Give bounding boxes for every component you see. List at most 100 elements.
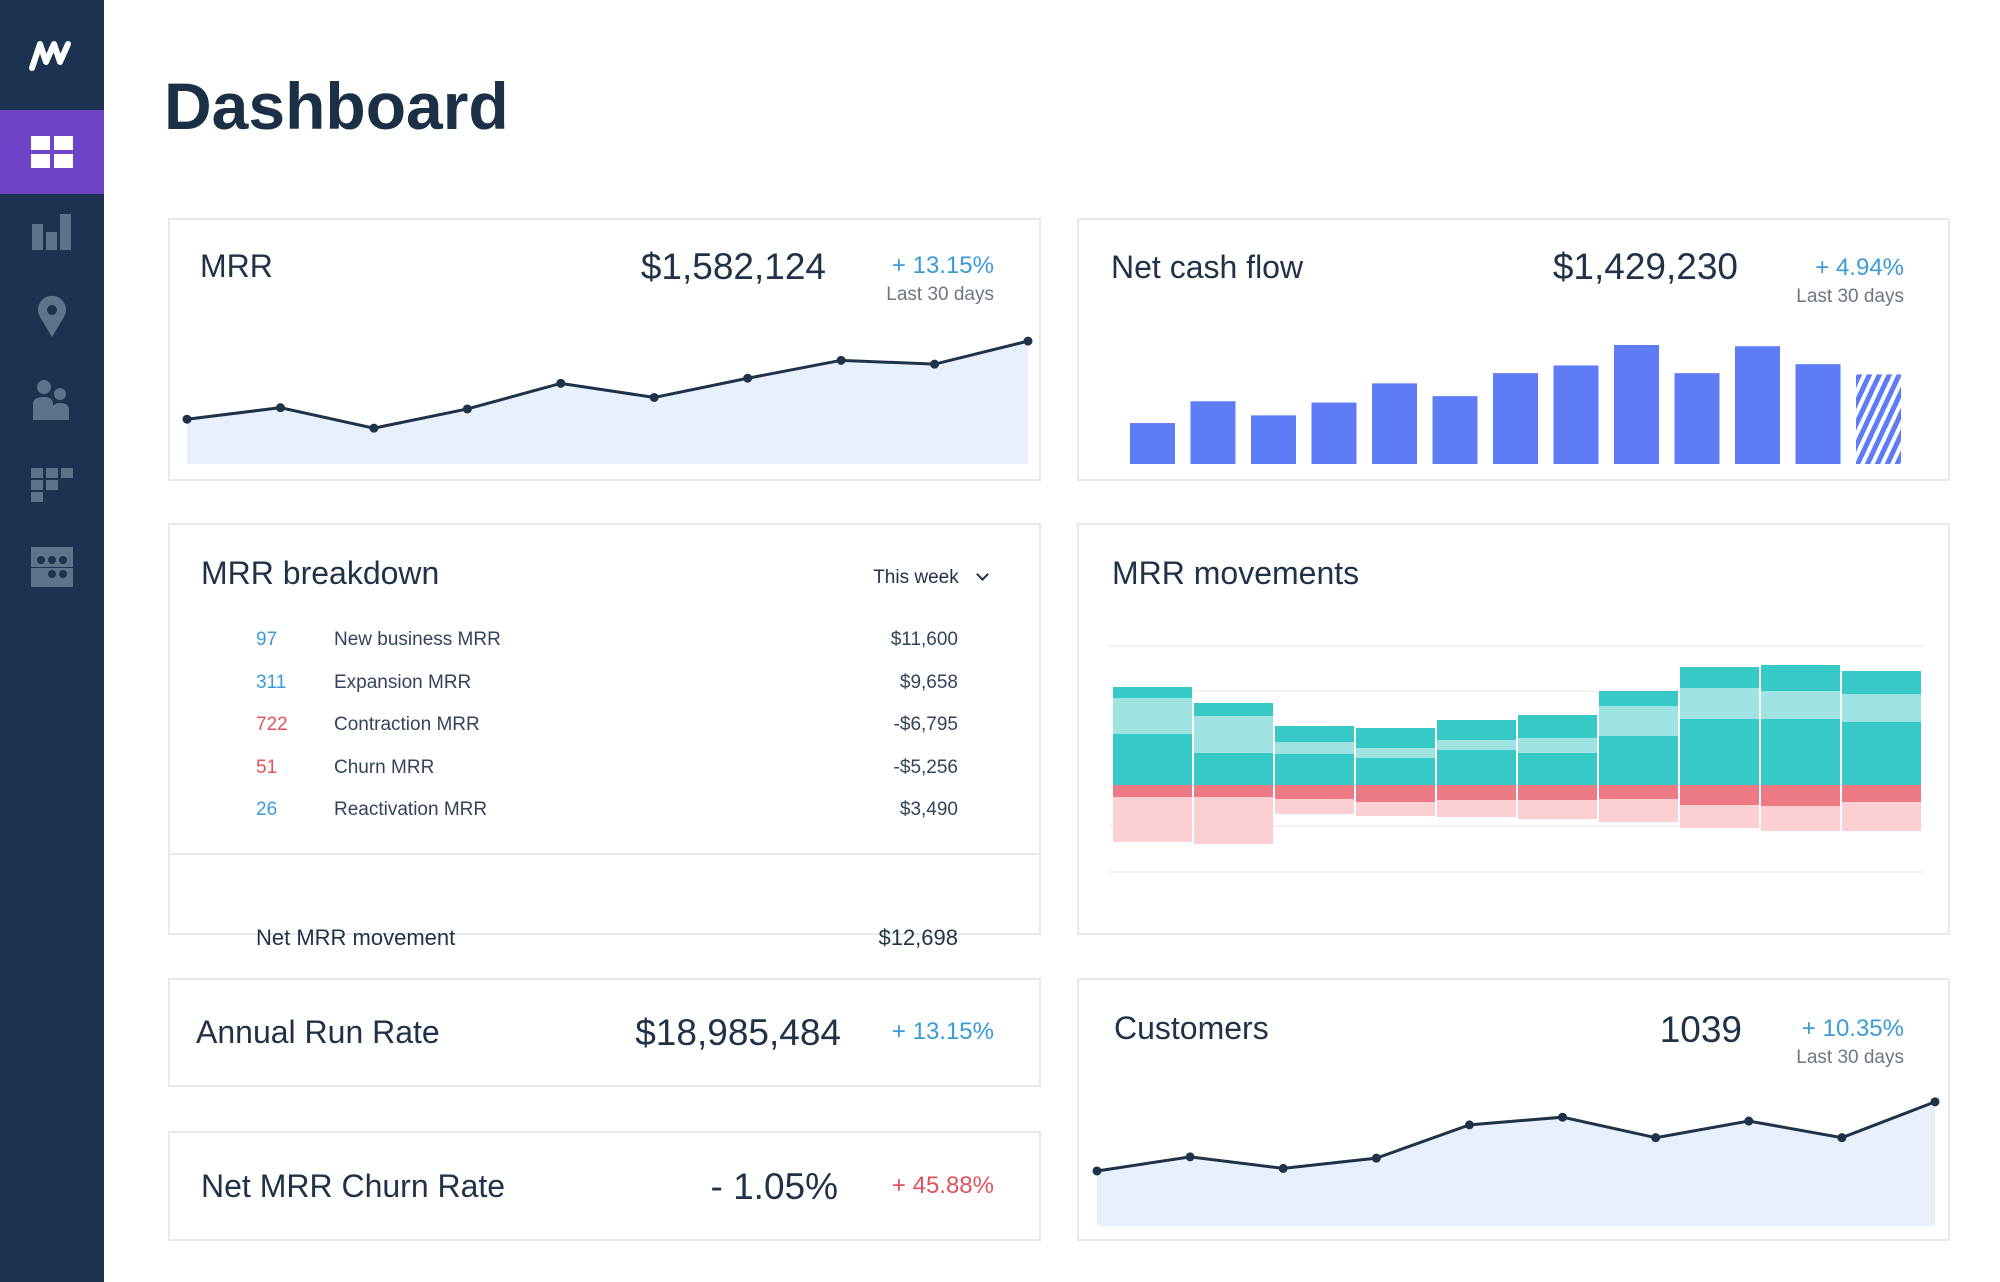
stack-segment [1842, 671, 1921, 694]
churn-value: - 1.05% [710, 1166, 838, 1207]
cash-card[interactable]: Net cash flow $1,429,230 + 4.94% Last 30… [1077, 218, 1950, 481]
stack-segment [1518, 753, 1597, 785]
table-icon [31, 547, 73, 587]
bar [1251, 415, 1296, 464]
stack-segment [1194, 753, 1273, 785]
net-mrr-label: Net MRR movement [256, 925, 456, 950]
row-count: 722 [256, 714, 288, 735]
stack-segment [1437, 750, 1516, 785]
stack-segment [1356, 802, 1435, 816]
stack-segment [1518, 785, 1597, 800]
stack-segment [1356, 758, 1435, 785]
sidebar-item-map[interactable] [0, 275, 104, 359]
bar [1493, 373, 1538, 464]
stack-segment [1761, 719, 1840, 785]
row-count: 51 [256, 756, 278, 778]
data-point [1092, 1166, 1102, 1176]
row-count: 26 [256, 799, 278, 820]
segments-icon [31, 468, 73, 502]
customers-period: Last 30 days [1796, 1047, 1904, 1068]
arr-value: $18,985,484 [635, 1012, 841, 1053]
chevron-down-icon [976, 568, 989, 581]
data-point [1837, 1133, 1847, 1143]
churn-card[interactable]: Net MRR Churn Rate - 1.05% + 45.88% [168, 1131, 1041, 1241]
data-point [1558, 1112, 1568, 1122]
row-count: 311 [256, 671, 287, 693]
row-label: Contraction MRR [334, 714, 480, 735]
stack-segment [1275, 754, 1354, 785]
customers-title: Customers [1114, 1010, 1269, 1046]
mrr-card[interactable]: MRR $1,582,124 + 13.15% Last 30 days [168, 218, 1041, 481]
customers-card[interactable]: Customers 1039 + 10.35% Last 30 days [1077, 978, 1950, 1241]
cash-value: $1,429,230 [1552, 246, 1738, 287]
bar [1614, 344, 1659, 464]
stack-segment [1113, 698, 1192, 734]
period-dropdown[interactable]: This week [873, 567, 989, 589]
stack-segment [1113, 785, 1192, 797]
mrr-breakdown-card: MRR breakdown This week 97 New business … [168, 523, 1041, 950]
churn-title: Net MRR Churn Rate [201, 1168, 506, 1204]
breakdown-title: MRR breakdown [201, 555, 440, 591]
stack-segment [1761, 691, 1840, 719]
customers-value: 1039 [1659, 1009, 1742, 1050]
bar [1130, 423, 1175, 464]
stack-segment [1275, 726, 1354, 742]
sidebar-item-segments[interactable] [0, 443, 104, 527]
bar [1553, 365, 1599, 464]
divider [170, 853, 1039, 855]
data-point [1744, 1116, 1754, 1126]
sidebar-item-reports[interactable] [0, 190, 104, 274]
stack-segment [1518, 715, 1597, 738]
row-label: Churn MRR [334, 756, 435, 778]
stack-segment [1356, 785, 1435, 802]
stack-segment [1842, 785, 1921, 802]
row-count: 97 [256, 629, 278, 650]
stack-segment [1113, 687, 1192, 698]
stack-segment [1194, 785, 1273, 797]
row-value: -$5,256 [893, 756, 958, 778]
stack-segment [1842, 694, 1921, 722]
stack-segment [1599, 799, 1678, 822]
mrr-movements-card[interactable]: MRR movements [1077, 523, 1950, 935]
data-point [836, 355, 846, 365]
bar [1795, 364, 1841, 464]
stack-segment [1599, 736, 1678, 785]
churn-change: + 45.88% [891, 1172, 994, 1199]
stack-segment [1518, 800, 1597, 819]
data-point [1278, 1163, 1288, 1173]
arr-card[interactable]: Annual Run Rate $18,985,484 + 13.15% [168, 978, 1041, 1087]
projected-bar [1856, 374, 1901, 464]
cash-bar-chart [1130, 344, 1901, 464]
dashboard-grid-icon [31, 136, 73, 168]
sidebar-item-dashboard[interactable] [0, 110, 104, 194]
sidebar-item-table[interactable] [0, 525, 104, 609]
arr-title: Annual Run Rate [196, 1014, 440, 1050]
users-icon [33, 380, 69, 420]
cash-title: Net cash flow [1111, 249, 1304, 285]
bar [1311, 402, 1357, 464]
cash-change: + 4.94% [1815, 254, 1904, 281]
sidebar-item-customers[interactable] [0, 358, 104, 442]
stack-segment [1680, 688, 1759, 719]
mrr-value: $1,582,124 [640, 246, 826, 287]
mrr-line-chart [182, 336, 1033, 464]
stack-segment [1680, 785, 1759, 805]
logo[interactable] [0, 0, 104, 110]
stack-segment [1437, 740, 1516, 750]
customers-change: + 10.35% [1801, 1015, 1904, 1042]
stack-segment [1680, 667, 1759, 688]
stack-segment [1680, 805, 1759, 828]
row-label: Expansion MRR [334, 671, 472, 693]
logo-icon [29, 41, 71, 71]
bar [1372, 383, 1417, 464]
stack-segment [1356, 748, 1435, 758]
stack-segment [1194, 703, 1273, 716]
stack-segment [1842, 802, 1921, 831]
series-line [1096, 1100, 1936, 1173]
row-value: -$6,795 [893, 714, 958, 735]
data-point [1930, 1097, 1940, 1107]
data-point [182, 414, 192, 424]
sidebar [0, 0, 104, 1282]
stack-segment [1194, 716, 1273, 753]
mrr-period: Last 30 days [886, 284, 994, 305]
